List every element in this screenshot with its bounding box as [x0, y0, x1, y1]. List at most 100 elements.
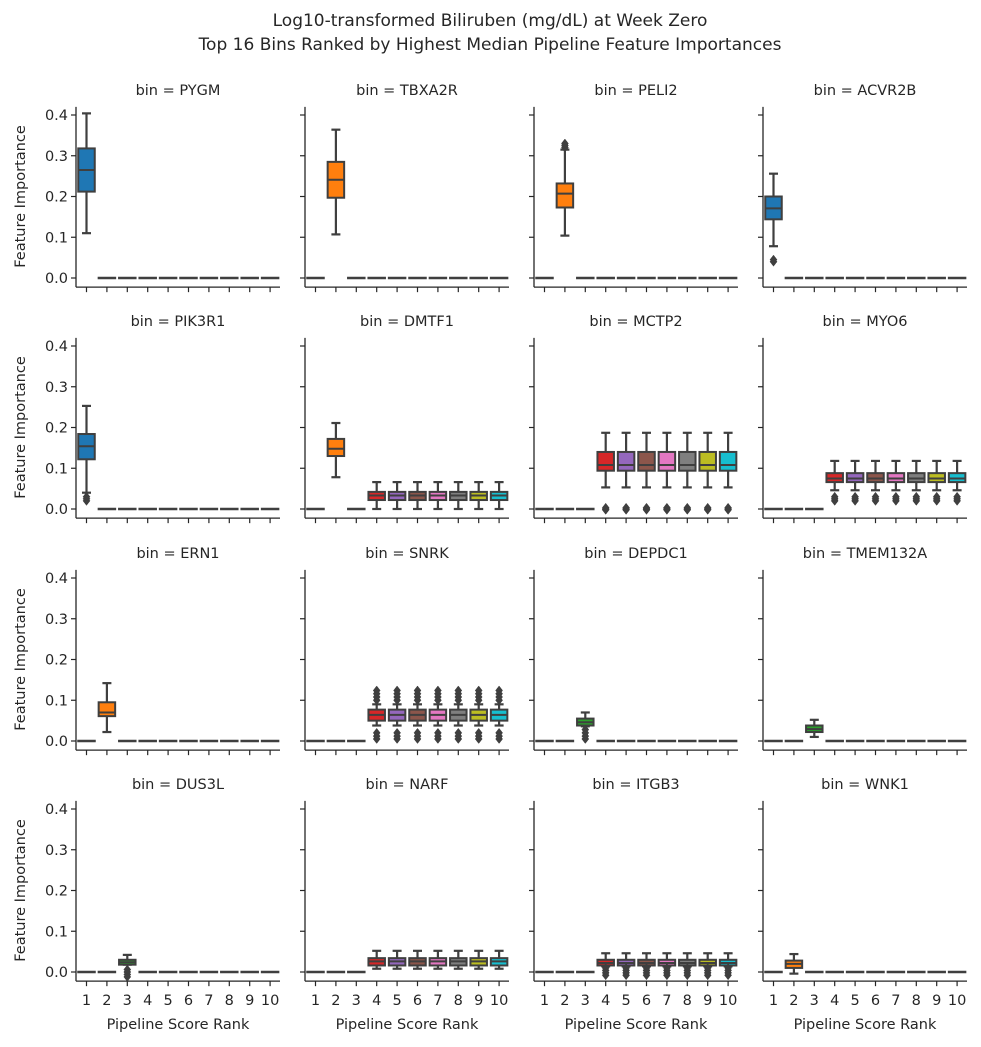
y-axis-label: Feature Importance: [13, 588, 29, 731]
x-tick-label: 8: [683, 993, 692, 1009]
box-rank-5: [845, 459, 865, 506]
x-tick-label: 8: [454, 993, 463, 1009]
x-tick-label: 2: [789, 993, 798, 1009]
y-tick-label: 0.1: [45, 693, 68, 709]
x-tick-label: 7: [891, 993, 900, 1009]
x-tick-label: 9: [932, 993, 941, 1009]
y-tick-label: 0.4: [45, 108, 68, 124]
facet-panel-snrk: bin = SNRK: [300, 546, 509, 756]
box-iqr: [698, 450, 717, 472]
x-axis-label: Pipeline Score Rank: [336, 1017, 479, 1033]
y-tick-label: 0.2: [45, 190, 68, 206]
box-rank-4: [367, 949, 386, 970]
box-rank-2: [326, 128, 346, 236]
box-rank-9: [469, 481, 488, 511]
x-tick-label: 7: [204, 993, 213, 1009]
x-tick-label: 3: [123, 993, 132, 1009]
box-rank-8: [449, 685, 468, 744]
box-rank-5: [387, 685, 407, 744]
outlier-point: [454, 685, 463, 696]
box-rank-6: [408, 685, 427, 744]
x-tick-label: 6: [871, 993, 880, 1009]
facet-title: bin = PYGM: [136, 83, 221, 99]
outlier-point: [851, 491, 859, 502]
facet-panel-wnk1: bin = WNK1 1 2 3 4 5 6 7 8 9 10 Pipeline Score Rank: [758, 777, 967, 1033]
outlier-point: [393, 727, 401, 738]
y-tick-label: 0.4: [45, 802, 68, 818]
x-tick-label: 3: [810, 993, 819, 1009]
box-rank-7: [428, 685, 448, 744]
x-tick-label: 3: [581, 993, 590, 1009]
outlier-point: [683, 502, 692, 513]
outlier-point: [724, 502, 732, 513]
box-rank-7: [428, 949, 448, 970]
x-tick-label: 8: [912, 993, 921, 1009]
outlier-point: [561, 138, 569, 149]
x-tick-label: 9: [703, 993, 712, 1009]
facet-panel-myo6: bin = MYO6: [758, 314, 967, 524]
facet-panel-ern1: bin = ERN1 0.0 0.1 0.2 0.3 0.4 Feature Importa…: [13, 546, 280, 756]
y-tick-label: 0.4: [45, 339, 68, 355]
y-tick-label: 0.3: [45, 843, 68, 859]
facet-title: bin = WNK1: [821, 777, 909, 793]
facet-panel-itgb3: bin = ITGB3 1 2 3 4 5 6 7 8 9 10 Pipeline Score Ran…: [529, 777, 738, 1033]
facet-title: bin = DUS3L: [132, 777, 224, 793]
outlier-point: [724, 963, 732, 973]
outlier-point: [372, 685, 381, 696]
x-tick-label: 9: [245, 993, 254, 1009]
x-tick-label: 1: [82, 993, 91, 1009]
y-axis-label: Feature Importance: [13, 356, 29, 499]
outlier-point: [932, 491, 941, 502]
box-rank-6: [637, 952, 656, 981]
box-rank-1: [77, 404, 96, 506]
outlier-point: [474, 685, 483, 696]
facet-title: bin = MCTP2: [589, 314, 682, 330]
x-tick-label: 5: [163, 993, 172, 1009]
chart-title: Log10-transformed Biliruben (mg/dL) at W…: [273, 11, 708, 31]
box-rank-3: [805, 718, 824, 739]
box-rank-1: [764, 172, 783, 267]
x-tick-label: 5: [392, 993, 401, 1009]
box-iqr: [596, 450, 615, 472]
box-rank-9: [698, 431, 717, 515]
y-tick-label: 0.0: [45, 271, 68, 287]
x-tick-label: 2: [102, 993, 111, 1009]
box-iqr: [657, 450, 677, 472]
facet-title: bin = TBXA2R: [356, 83, 458, 99]
box-rank-8: [907, 459, 926, 506]
outlier-point: [622, 963, 630, 973]
box-rank-5: [387, 949, 407, 970]
x-tick-label: 1: [540, 993, 549, 1009]
y-tick-label: 0.4: [45, 571, 68, 587]
x-tick-label: 4: [601, 993, 610, 1009]
x-tick-label: 6: [642, 993, 651, 1009]
x-tick-label: 10: [490, 993, 508, 1009]
box-rank-7: [657, 431, 677, 515]
y-tick-label: 0.3: [45, 612, 68, 628]
box-rank-6: [866, 459, 885, 506]
box-rank-4: [596, 431, 615, 515]
facet-panel-dmtf1: bin = DMTF1: [300, 314, 509, 524]
y-tick-label: 0.2: [45, 421, 68, 437]
x-tick-label: 5: [621, 993, 630, 1009]
outlier-point: [663, 502, 671, 513]
x-axis-label: Pipeline Score Rank: [794, 1017, 937, 1033]
outlier-point: [413, 727, 422, 738]
x-tick-label: 6: [413, 993, 422, 1009]
outlier-point: [581, 724, 590, 735]
box-rank-4: [825, 459, 844, 506]
outlier-point: [642, 963, 651, 973]
box-rank-5: [616, 952, 636, 981]
x-tick-label: 8: [225, 993, 234, 1009]
box-iqr: [718, 450, 738, 472]
outlier-point: [703, 963, 712, 973]
box-iqr: [637, 450, 656, 472]
facet-title: bin = PIK3R1: [131, 314, 226, 330]
x-tick-label: 3: [352, 993, 361, 1009]
facet-panel-tmem132a: bin = TMEM132A: [758, 546, 967, 756]
box-rank-3: [118, 953, 137, 982]
facet-title: bin = MYO6: [822, 314, 907, 330]
x-tick-label: 4: [143, 993, 152, 1009]
facet-panel-pygm: bin = PYGM 0.0 0.1 0.2 0.3 0.4 Feature Importa…: [13, 83, 280, 293]
x-tick-label: 9: [474, 993, 483, 1009]
